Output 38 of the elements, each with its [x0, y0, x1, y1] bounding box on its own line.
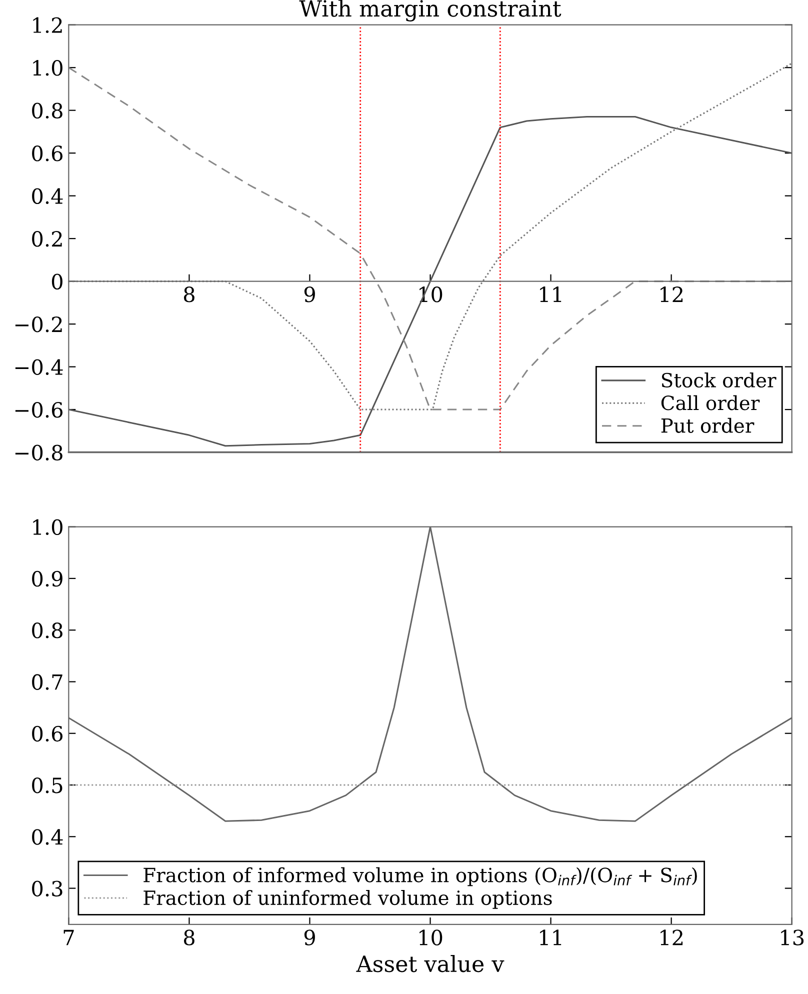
y-tick-label: 0.8: [32, 102, 62, 119]
y-tick-label: 0.2: [32, 231, 62, 247]
y-tick-label: 0.4: [32, 188, 63, 204]
x-tick-label: 9: [304, 930, 315, 946]
y-tick-label: 0.7: [32, 674, 62, 690]
y-tick-label: −0.2: [15, 316, 62, 332]
y-tick-label: 1.2: [33, 17, 62, 34]
legend-label: Fraction of uninformed volume in options: [144, 890, 552, 909]
x-tick-label: 8: [184, 286, 194, 302]
chart-title: With margin constraint: [299, 0, 562, 22]
y-tick-label: 0.4: [32, 829, 63, 845]
y-tick-label: 0.6: [32, 146, 63, 162]
y-tick-label: 0.9: [32, 570, 62, 587]
y-tick-label: 0: [52, 274, 62, 290]
y-tick-label: 0.3: [32, 880, 62, 896]
y-tick-label: 0.6: [32, 726, 63, 742]
y-tick-label: 0.5: [32, 777, 62, 794]
legend-label: Call order: [661, 395, 760, 410]
x-tick-label: 12: [660, 286, 683, 302]
y-tick-label: −0.6: [15, 402, 63, 418]
y-tick-label: −0.4: [15, 359, 63, 375]
legend-label: Stock order: [662, 372, 776, 388]
y-tick-label: −0.8: [15, 444, 62, 460]
x-axis-title: Asset value v: [356, 955, 504, 972]
x-tick-label: 8: [184, 930, 194, 946]
y-tick-label: 0.8: [32, 622, 62, 638]
y-tick-label: 1.0: [33, 519, 62, 536]
x-tick-label: 12: [660, 930, 683, 946]
x-tick-label: 10: [420, 930, 442, 946]
legend-label: Fraction of informed volume in options (O$_{inf}$)/(O$_{inf}$ + S$_{inf}$): [144, 867, 697, 886]
y-tick-label: 1.0: [33, 60, 62, 76]
x-tick-label: 11: [540, 286, 562, 302]
x-tick-label: 13: [781, 930, 804, 946]
line-series: [68, 116, 792, 447]
legend-label: Put order: [661, 418, 754, 433]
x-tick-label: 11: [540, 930, 562, 946]
x-tick-label: 7: [64, 930, 74, 946]
x-tick-label: 9: [304, 286, 315, 302]
